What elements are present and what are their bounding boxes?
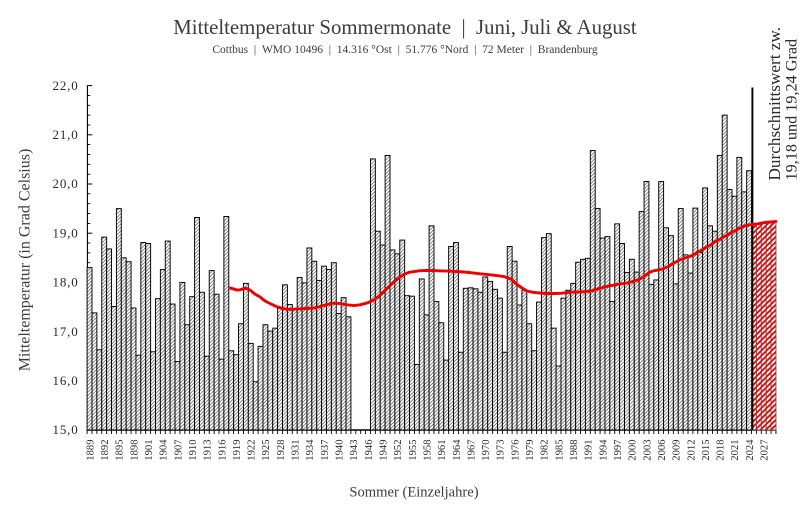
- svg-text:1916: 1916: [217, 440, 228, 461]
- svg-text:1997: 1997: [613, 440, 624, 461]
- svg-text:1910: 1910: [188, 440, 199, 461]
- svg-text:17,0: 17,0: [53, 324, 79, 339]
- svg-text:1973: 1973: [496, 440, 507, 461]
- svg-text:18,0: 18,0: [53, 275, 79, 290]
- svg-text:1919: 1919: [232, 440, 243, 461]
- svg-text:1946: 1946: [364, 440, 375, 461]
- svg-text:1988: 1988: [569, 440, 580, 461]
- svg-text:1967: 1967: [466, 440, 477, 461]
- svg-text:1943: 1943: [349, 440, 360, 461]
- svg-text:20,0: 20,0: [53, 176, 79, 191]
- svg-text:2018: 2018: [716, 440, 727, 461]
- svg-text:2000: 2000: [628, 440, 639, 461]
- svg-text:22,0: 22,0: [53, 78, 79, 93]
- svg-text:16,0: 16,0: [53, 373, 79, 388]
- svg-text:1958: 1958: [422, 440, 433, 461]
- svg-text:1913: 1913: [203, 440, 214, 461]
- svg-text:Sommer (Einzeljahre): Sommer (Einzeljahre): [349, 485, 478, 501]
- svg-text:1892: 1892: [100, 440, 111, 461]
- svg-text:Mitteltemperatur Sommermonate: Mitteltemperatur Sommermonate | Juni, Ju…: [173, 16, 637, 39]
- svg-text:2006: 2006: [657, 440, 668, 461]
- svg-text:2015: 2015: [701, 440, 712, 461]
- svg-text:Cottbus | WMO 10496 | 14.3: Cottbus | WMO 10496 | 14.316 °Ost | 51.7…: [212, 44, 598, 56]
- svg-text:1907: 1907: [173, 440, 184, 461]
- svg-text:1937: 1937: [320, 440, 331, 461]
- svg-text:Durchschnittswert zw.: Durchschnittswert zw.: [765, 27, 784, 181]
- svg-text:1955: 1955: [408, 440, 419, 461]
- svg-text:1934: 1934: [305, 439, 316, 461]
- svg-text:1928: 1928: [276, 440, 287, 461]
- svg-text:1994: 1994: [598, 439, 609, 461]
- svg-text:1940: 1940: [335, 440, 346, 461]
- svg-text:2027: 2027: [760, 440, 771, 461]
- svg-text:1925: 1925: [261, 440, 272, 461]
- svg-text:2009: 2009: [672, 440, 683, 461]
- svg-text:15,0: 15,0: [53, 422, 79, 437]
- svg-text:1964: 1964: [452, 439, 463, 461]
- svg-text:1970: 1970: [481, 440, 492, 461]
- svg-text:1901: 1901: [144, 440, 155, 461]
- svg-text:2021: 2021: [730, 440, 741, 461]
- svg-text:1904: 1904: [159, 439, 170, 461]
- svg-text:1949: 1949: [378, 440, 389, 461]
- svg-text:1985: 1985: [554, 440, 565, 461]
- svg-text:19,0: 19,0: [53, 225, 79, 240]
- svg-text:1991: 1991: [584, 440, 595, 461]
- svg-text:Mitteltemperatur (in Grad Cels: Mitteltemperatur (in Grad Celsius): [17, 149, 34, 372]
- svg-text:1982: 1982: [540, 440, 551, 461]
- svg-text:1979: 1979: [525, 440, 536, 461]
- svg-text:1976: 1976: [510, 440, 521, 461]
- svg-text:21,0: 21,0: [53, 127, 79, 142]
- svg-text:1898: 1898: [129, 440, 140, 461]
- svg-text:1952: 1952: [393, 440, 404, 461]
- svg-text:2012: 2012: [686, 440, 697, 461]
- svg-text:1961: 1961: [437, 440, 448, 461]
- svg-text:19,18 und 19,24 Grad: 19,18 und 19,24 Grad: [783, 39, 800, 181]
- svg-text:2003: 2003: [642, 440, 653, 461]
- svg-text:1922: 1922: [247, 440, 258, 461]
- svg-text:1889: 1889: [85, 440, 96, 461]
- svg-text:2024: 2024: [745, 439, 756, 461]
- svg-text:1895: 1895: [115, 440, 126, 461]
- svg-text:1931: 1931: [291, 440, 302, 461]
